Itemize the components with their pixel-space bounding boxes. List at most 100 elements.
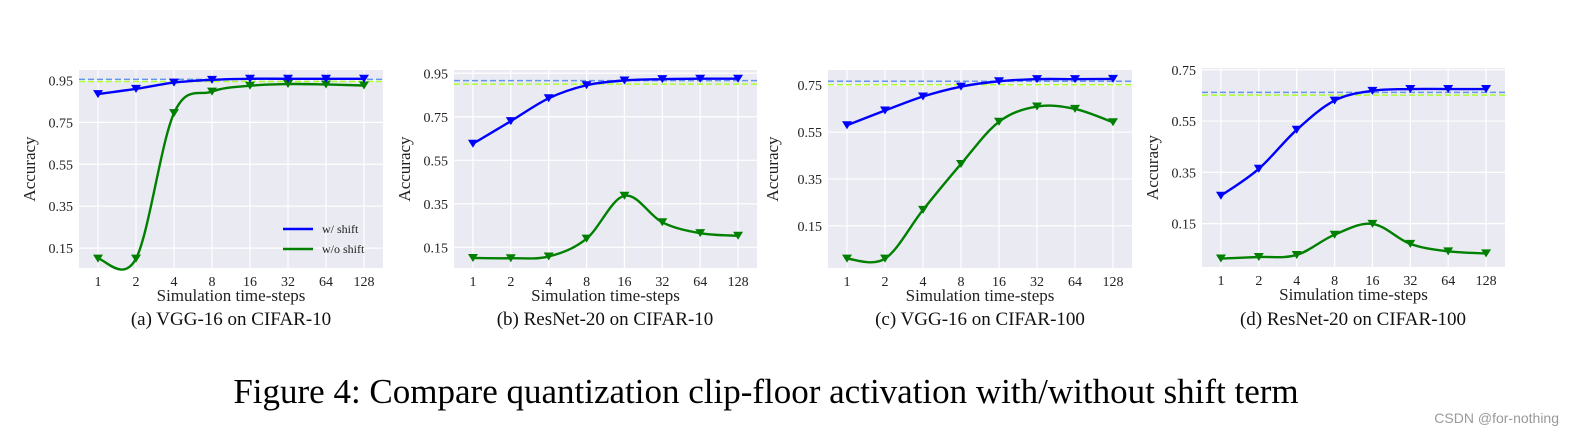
y-axis-label: Accuracy xyxy=(1143,134,1162,200)
w-shift-marker xyxy=(994,77,1004,86)
w-shift-marker xyxy=(1215,191,1226,200)
w-shift-marker xyxy=(1108,74,1118,83)
x-tick-label: 128 xyxy=(1476,274,1497,289)
watermark: CSDN @for-nothing xyxy=(1434,410,1559,426)
w-shift-marker xyxy=(467,139,478,148)
y-tick-label: 0.35 xyxy=(49,200,74,215)
caption-c: (c) VGG-16 on CIFAR-100 xyxy=(875,309,1085,330)
y-tick-label: 0.55 xyxy=(49,158,74,173)
wo-shift-marker xyxy=(1253,252,1264,261)
x-tick-label: 1 xyxy=(95,275,102,290)
x-tick-label: 64 xyxy=(1068,275,1082,290)
caption-b: (b) ResNet-20 on CIFAR-10 xyxy=(496,309,714,330)
x-tick-label: 4 xyxy=(545,275,552,290)
wo-shift-marker xyxy=(695,229,706,238)
w-shift-marker xyxy=(93,90,103,99)
figure-title: Figure 4: Compare quantization clip-floo… xyxy=(233,372,1299,411)
wo-shift-marker xyxy=(467,253,478,262)
legend: w/ shift w/o shift xyxy=(283,222,365,256)
y-tick-label: 0.55 xyxy=(424,154,449,169)
y-tick-label: 0.75 xyxy=(1172,64,1197,79)
wo-shift-marker xyxy=(581,234,592,243)
w-shift-marker xyxy=(321,74,331,83)
w-shift-marker xyxy=(842,121,852,130)
wo-shift-marker xyxy=(245,81,255,90)
x-tick-label: 16 xyxy=(1365,274,1379,289)
wo-shift-line xyxy=(472,194,739,260)
w-shift-marker xyxy=(619,76,630,85)
plot-area xyxy=(828,70,1132,268)
wo-shift-marker xyxy=(657,218,668,227)
w-shift-marker xyxy=(1367,86,1378,95)
w-shift-marker xyxy=(657,75,668,84)
wo-shift-marker xyxy=(1215,254,1226,263)
wo-shift-marker xyxy=(1329,230,1340,239)
y-tick-label: 0.55 xyxy=(798,126,823,141)
wo-shift-marker xyxy=(619,191,630,200)
legend-label: w/o shift xyxy=(322,242,365,256)
x-tick-label: 128 xyxy=(728,275,749,290)
x-tick-label: 8 xyxy=(583,275,590,290)
y-axis-label: Accuracy xyxy=(395,136,414,202)
x-tick-label: 16 xyxy=(992,275,1006,290)
y-tick-label: 0.15 xyxy=(49,242,74,257)
w-shift-marker xyxy=(1032,75,1042,84)
w-shift-marker xyxy=(1291,125,1302,134)
x-tick-label: 8 xyxy=(209,275,216,290)
w-shift-marker xyxy=(918,92,928,101)
w-shift-marker xyxy=(359,74,369,83)
x-tick-label: 128 xyxy=(1103,275,1124,290)
wo-shift-marker xyxy=(1443,247,1454,256)
w-shift-marker xyxy=(245,74,255,83)
wo-shift-marker xyxy=(994,117,1004,126)
y-axis-label: Accuracy xyxy=(20,136,39,202)
wo-shift-marker xyxy=(733,231,744,240)
w-shift-marker xyxy=(131,84,141,93)
y-tick-label: 0.55 xyxy=(1172,115,1197,130)
plot-area xyxy=(79,70,383,268)
x-tick-label: 4 xyxy=(171,275,178,290)
wo-shift-marker xyxy=(283,80,293,89)
w-shift-marker xyxy=(581,81,592,90)
chart-d: 0.15 0.35 0.55 0.75 1 2 4 8 16 32 64 128 Simulation … xyxy=(1143,64,1505,304)
y-tick-label: 0.75 xyxy=(49,116,74,131)
w-shift-marker xyxy=(1329,96,1340,105)
wo-shift-marker xyxy=(321,80,331,89)
caption-d: (d) ResNet-20 on CIFAR-100 xyxy=(1239,309,1467,330)
y-axis-label: Accuracy xyxy=(763,136,782,202)
wo-shift-marker xyxy=(359,81,369,90)
y-tick-label: 0.75 xyxy=(424,111,449,126)
y-tick-label: 0.95 xyxy=(49,74,74,89)
w-shift-marker xyxy=(169,78,179,87)
x-tick-label: 32 xyxy=(1403,274,1417,289)
w-shift-marker xyxy=(1405,85,1416,94)
plot-area xyxy=(454,70,757,268)
wo-shift-marker xyxy=(131,254,141,263)
x-axis-label: Simulation time-steps xyxy=(1279,285,1428,304)
wo-shift-marker xyxy=(169,109,179,118)
x-tick-label: 4 xyxy=(920,275,927,290)
x-tick-label: 8 xyxy=(1331,274,1338,289)
chart-c: 0.15 0.35 0.55 0.75 1 2 4 8 16 32 64 128 Simulation … xyxy=(763,70,1132,305)
w-shift-marker xyxy=(733,74,744,83)
x-tick-label: 16 xyxy=(243,275,257,290)
w-shift-marker xyxy=(207,75,217,84)
w-shift-marker xyxy=(880,106,890,115)
wo-shift-marker xyxy=(918,205,928,214)
x-tick-label: 32 xyxy=(281,275,295,290)
x-tick-label: 64 xyxy=(693,275,707,290)
w-shift-line xyxy=(97,77,364,96)
wo-shift-marker xyxy=(842,254,852,263)
w-shift-marker xyxy=(1443,85,1454,94)
w-shift-marker xyxy=(283,74,293,83)
caption-a: (a) VGG-16 on CIFAR-10 xyxy=(130,309,332,330)
wo-shift-line xyxy=(97,82,365,271)
x-axis-label: Simulation time-steps xyxy=(531,286,680,305)
y-tick-label: 0.35 xyxy=(1172,166,1197,181)
chart-a: 0.15 0.35 0.55 0.75 0.95 1 2 4 8 16 32 64 128 Simulat… xyxy=(20,70,383,305)
x-tick-label: 128 xyxy=(354,275,375,290)
wo-shift-marker xyxy=(93,254,103,263)
wo-shift-marker xyxy=(880,254,890,263)
w-shift-marker xyxy=(956,82,966,91)
